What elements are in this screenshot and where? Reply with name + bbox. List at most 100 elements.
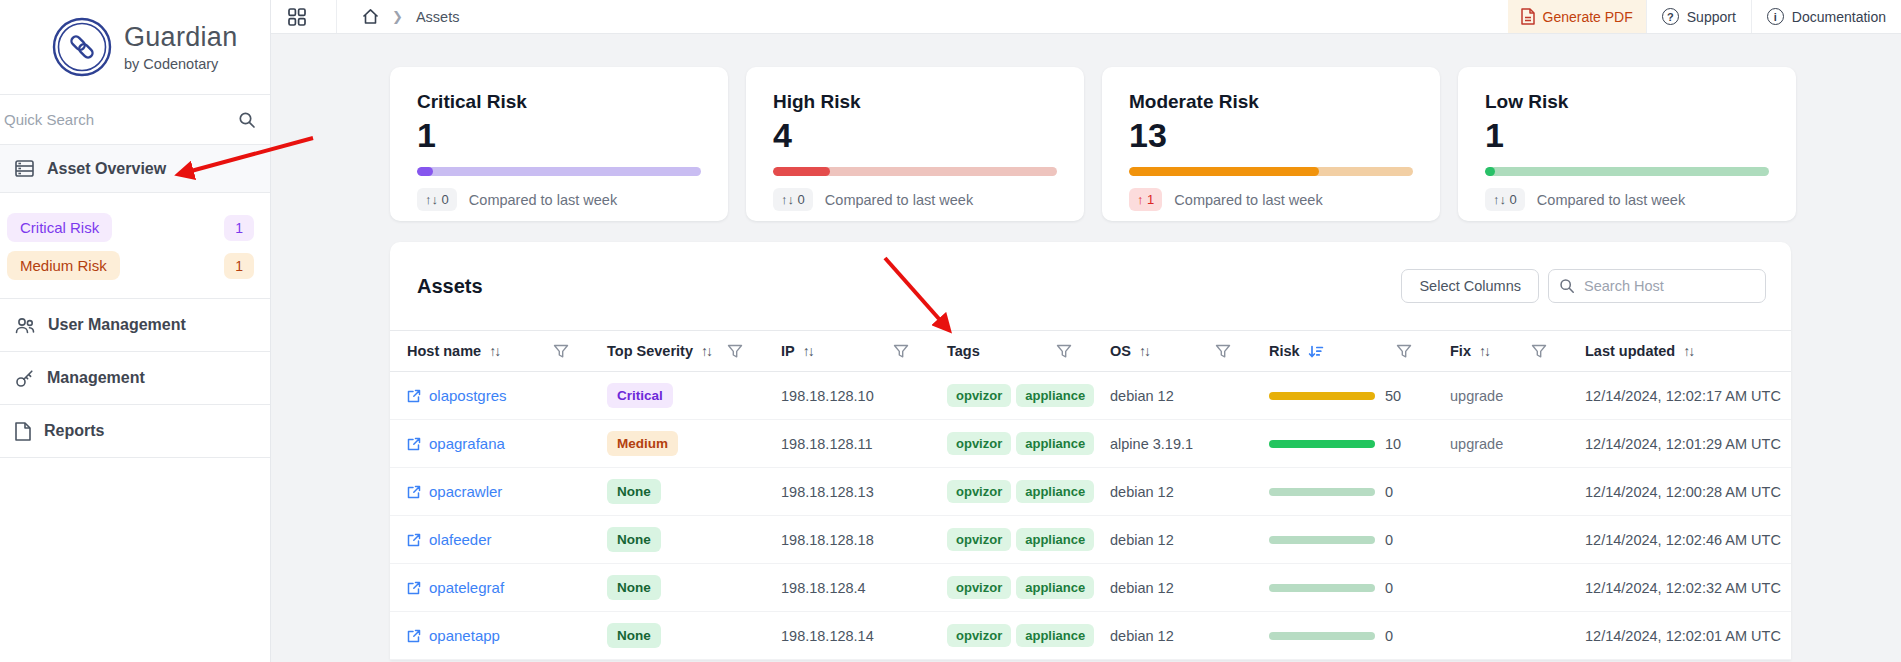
card-title: Critical Risk xyxy=(417,91,701,113)
table-row[interactable]: olafeeder None 198.18.128.18 opvizor xyxy=(390,516,1791,564)
card-value: 13 xyxy=(1129,118,1413,152)
home-icon[interactable] xyxy=(362,8,379,25)
sort-icon[interactable]: ↑↓ xyxy=(1683,343,1693,359)
table-row[interactable]: opatelegraf None 198.18.128.4 opvizor xyxy=(390,564,1791,612)
filter-icon[interactable] xyxy=(1531,344,1547,359)
severity-badge: Critical xyxy=(607,383,673,408)
column-header[interactable]: Top Severity ↑↓ xyxy=(607,343,781,359)
app-subtitle: by Codenotary xyxy=(124,56,237,72)
card-value: 1 xyxy=(1485,118,1769,152)
host-link[interactable]: opagrafana xyxy=(429,435,505,452)
delta-badge: ↑ 1 xyxy=(1129,188,1162,211)
tag-badge: opvizor xyxy=(947,384,1011,407)
severity-badge: None xyxy=(607,479,661,504)
support-button[interactable]: ? Support xyxy=(1646,0,1751,33)
card-progress-fill xyxy=(417,167,433,176)
fix-cell: upgrade xyxy=(1450,388,1585,404)
risk-cell: 0 xyxy=(1269,532,1450,548)
host-search-box xyxy=(1548,269,1766,303)
sort-icon[interactable]: ↑↓ xyxy=(803,343,813,359)
last-updated-cell: 12/14/2024, 12:02:01 AM UTC xyxy=(1585,628,1774,644)
risk-filter-row[interactable]: Critical Risk 1 xyxy=(7,213,254,242)
external-link-icon[interactable] xyxy=(407,581,421,595)
apps-grid-button[interactable] xyxy=(271,0,337,33)
sidebar-item-management[interactable]: Management xyxy=(0,352,270,405)
host-link[interactable]: opatelegraf xyxy=(429,579,504,596)
severity-badge: None xyxy=(607,527,661,552)
column-header[interactable]: Last updated ↑↓ xyxy=(1585,343,1774,359)
column-header[interactable]: OS ↑↓ xyxy=(1110,343,1269,359)
table-row[interactable]: opagrafana Medium 198.18.128.11 opvizor xyxy=(390,420,1791,468)
assets-panel-header: Assets Select Columns xyxy=(390,242,1791,330)
sort-icon[interactable]: ↑↓ xyxy=(1139,343,1149,359)
risk-value: 0 xyxy=(1385,484,1393,500)
external-link-icon[interactable] xyxy=(407,629,421,643)
documentation-button[interactable]: i Documentation xyxy=(1751,0,1901,33)
filter-icon[interactable] xyxy=(727,344,743,359)
column-header[interactable]: Host name ↑↓ xyxy=(407,343,607,359)
filter-icon[interactable] xyxy=(1056,344,1072,359)
last-updated-cell: 12/14/2024, 12:01:29 AM UTC xyxy=(1585,436,1774,452)
external-link-icon[interactable] xyxy=(407,485,421,499)
external-link-icon[interactable] xyxy=(407,389,421,403)
tags-cell: opvizor appliance xyxy=(947,384,1110,407)
host-search-input[interactable] xyxy=(1582,277,1755,295)
card-progress-track xyxy=(417,167,701,176)
quick-search-input[interactable] xyxy=(2,110,238,129)
host-link[interactable]: opanetapp xyxy=(429,627,500,644)
filter-icon[interactable] xyxy=(1396,344,1412,359)
card-delta-row: ↑↓ 0 Compared to last week xyxy=(1485,188,1769,211)
severity-badge: Medium xyxy=(607,431,678,456)
card-progress-track xyxy=(1129,167,1413,176)
column-label: Last updated xyxy=(1585,343,1675,359)
column-header[interactable]: Tags ↑↓ xyxy=(947,343,1110,359)
card-title: High Risk xyxy=(773,91,1057,113)
sort-desc-active-icon[interactable] xyxy=(1308,344,1324,359)
topbar-actions: Generate PDF ? Support i Documentation xyxy=(1508,0,1901,33)
card-progress-track xyxy=(773,167,1057,176)
column-header[interactable]: IP ↑↓ xyxy=(781,343,947,359)
column-label: Fix xyxy=(1450,343,1471,359)
external-link-icon[interactable] xyxy=(407,437,421,451)
generate-pdf-button[interactable]: Generate PDF xyxy=(1508,0,1646,33)
key-icon xyxy=(15,369,34,388)
risk-filter-label[interactable]: Critical Risk xyxy=(7,213,112,242)
asset-overview-icon xyxy=(15,160,34,177)
card-progress-fill xyxy=(773,167,830,176)
sidebar-item-reports[interactable]: Reports xyxy=(0,405,270,458)
sort-icon[interactable]: ↑↓ xyxy=(1479,343,1489,359)
filter-icon[interactable] xyxy=(553,344,569,359)
tag-badge: appliance xyxy=(1016,480,1094,503)
table-row[interactable]: opacrawler None 198.18.128.13 opvizor xyxy=(390,468,1791,516)
sort-icon[interactable]: ↑↓ xyxy=(701,343,711,359)
table-row[interactable]: olapostgres Critical 198.18.128.10 opviz… xyxy=(390,372,1791,420)
last-updated-cell: 12/14/2024, 12:02:46 AM UTC xyxy=(1585,532,1774,548)
last-updated-cell: 12/14/2024, 12:02:32 AM UTC xyxy=(1585,580,1774,596)
ip-cell: 198.18.128.18 xyxy=(781,532,947,548)
host-link[interactable]: olapostgres xyxy=(429,387,507,404)
severity-badge: None xyxy=(607,575,661,600)
panel-actions: Select Columns xyxy=(1401,269,1766,303)
filter-icon[interactable] xyxy=(1215,344,1231,359)
filter-icon[interactable] xyxy=(893,344,909,359)
host-link[interactable]: opacrawler xyxy=(429,483,502,500)
last-updated-cell: 12/14/2024, 12:02:17 AM UTC xyxy=(1585,388,1774,404)
sort-icon[interactable]: ↑↓ xyxy=(489,343,499,359)
tag-badge: appliance xyxy=(1016,576,1094,599)
risk-value: 50 xyxy=(1385,388,1401,404)
sidebar-item-asset-overview[interactable]: Asset Overview xyxy=(0,145,270,193)
external-link-icon[interactable] xyxy=(407,533,421,547)
column-header[interactable]: Risk ↑↓ xyxy=(1269,343,1450,359)
risk-filter-row[interactable]: Medium Risk 1 xyxy=(7,251,254,280)
card-progress-track xyxy=(1485,167,1769,176)
tag-badge: opvizor xyxy=(947,624,1011,647)
select-columns-button[interactable]: Select Columns xyxy=(1401,269,1539,303)
search-icon[interactable] xyxy=(238,111,256,129)
question-circle-icon: ? xyxy=(1662,8,1679,25)
sidebar-item-user-management[interactable]: User Management xyxy=(0,299,270,352)
table-row[interactable]: opanetapp None 198.18.128.14 opvizor xyxy=(390,612,1791,660)
column-header[interactable]: Fix ↑↓ xyxy=(1450,343,1585,359)
host-link[interactable]: olafeeder xyxy=(429,531,492,548)
table-header-row: Host name ↑↓ Top Severit xyxy=(390,330,1791,372)
risk-filter-label[interactable]: Medium Risk xyxy=(7,251,120,280)
